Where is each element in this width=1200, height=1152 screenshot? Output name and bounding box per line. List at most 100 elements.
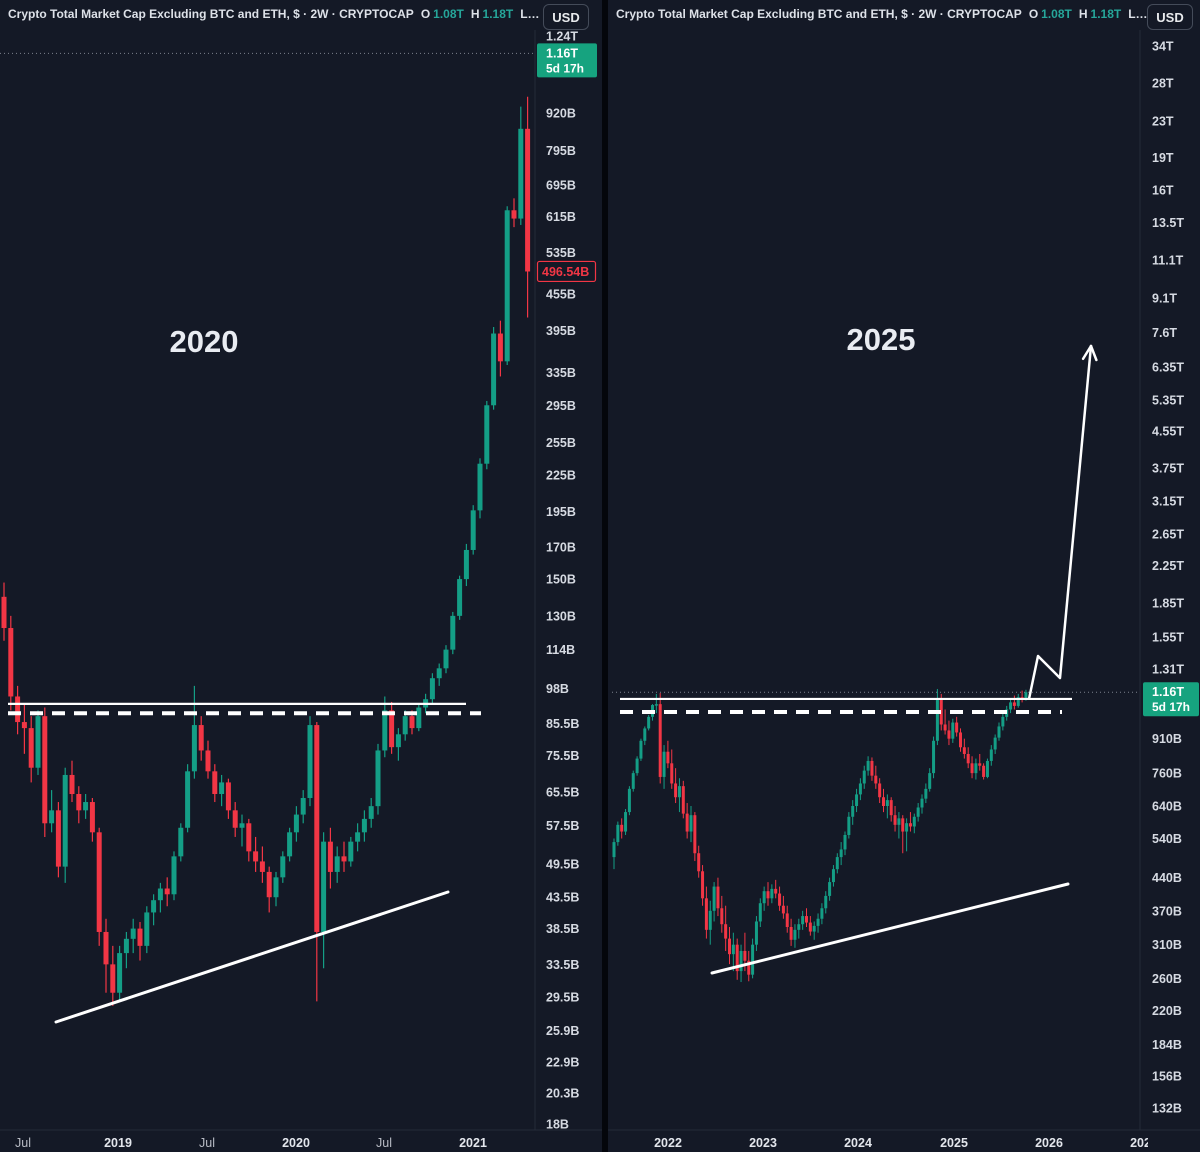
open-label: O <box>1028 7 1039 21</box>
candle-body <box>901 818 905 832</box>
candle-body <box>762 891 766 904</box>
candle-body <box>361 818 367 833</box>
candle-body <box>993 737 997 750</box>
candle-body <box>639 740 643 759</box>
candle-body <box>658 704 662 777</box>
price-tick-label: 98B <box>546 682 569 696</box>
price-tick-label: 4.55T <box>1152 424 1184 438</box>
candle-body <box>654 704 658 706</box>
candle-body <box>280 856 286 878</box>
candle-body <box>368 806 374 819</box>
high-value: 1.18T <box>482 7 514 21</box>
candle-body <box>348 841 354 862</box>
open-value: 1.08T <box>1041 7 1072 21</box>
candle-body <box>701 871 705 899</box>
candle-body <box>83 802 89 811</box>
price-tick-label: 130B <box>546 609 576 623</box>
candle-body <box>225 782 231 811</box>
candle-body <box>287 832 293 857</box>
candle-body <box>943 724 947 731</box>
chart-legend[interactable]: Crypto Total Market Cap Excluding BTC an… <box>616 7 1148 21</box>
candle-body <box>123 938 129 954</box>
candle-body <box>191 725 197 772</box>
candle-body <box>1024 692 1028 699</box>
candle-body <box>770 888 774 899</box>
era-year-label: 2025 <box>847 322 916 357</box>
candle-body <box>889 800 893 816</box>
candle-body <box>416 707 422 729</box>
candle-body <box>436 668 442 679</box>
time-tick-label: 2021 <box>459 1136 487 1150</box>
candle-body <box>704 898 708 930</box>
badge-price: 1.16T <box>546 46 578 60</box>
candle-body <box>21 722 27 729</box>
candle-body <box>620 824 624 832</box>
candlestick-chart-2025[interactable]: 2025 34T 28T 23T 19T 16T 13.5T 11.1T 9.1T 7.6T 6.3… <box>608 0 1200 1152</box>
candle-body <box>110 964 116 993</box>
price-tick-label: 615B <box>546 210 576 224</box>
price-tick-label: 6.35T <box>1152 361 1184 375</box>
candle-body <box>674 783 678 798</box>
price-tick-label: 920B <box>546 106 576 120</box>
candle-body <box>497 333 503 362</box>
time-tick-label: 2025 <box>940 1136 968 1150</box>
price-tick-label: 1.24T <box>546 30 578 44</box>
candle-body <box>409 716 415 729</box>
price-tick-label: 535B <box>546 246 576 260</box>
candle-body <box>878 783 882 798</box>
candle-body <box>924 788 928 799</box>
candle-body <box>720 908 724 925</box>
panel-divider <box>602 0 608 1152</box>
candle-body <box>314 725 320 932</box>
price-tick-label: 38.5B <box>546 922 579 936</box>
projection-arrowhead <box>1081 344 1093 361</box>
candle-body <box>511 210 517 219</box>
price-axis-labels: 1.24T 920B 795B 695B 615B 535B 455B 395B 335B 295… <box>546 30 579 1132</box>
price-tick-label: 16T <box>1152 184 1174 198</box>
candle-body <box>805 916 808 923</box>
candle-body <box>831 869 835 883</box>
currency-toggle-button[interactable]: USD <box>543 4 589 30</box>
candle-body <box>253 851 259 862</box>
time-tick-label: Jul <box>199 1136 215 1150</box>
price-tick-label: 34T <box>1152 40 1174 54</box>
candle-body <box>1012 702 1016 706</box>
projection-arrowhead <box>1089 344 1098 362</box>
candle-body <box>616 824 620 843</box>
candle-body <box>89 802 95 833</box>
candle-body <box>293 814 299 833</box>
price-tick-label: 695B <box>546 179 576 193</box>
chart-legend[interactable]: Crypto Total Market Cap Excluding BTC an… <box>8 7 540 21</box>
candle-body <box>334 856 340 872</box>
candle-body <box>978 763 982 766</box>
candle-body <box>843 834 847 850</box>
candle-body <box>828 882 832 896</box>
price-tick-label: 195B <box>546 505 576 519</box>
price-tick-label: 335B <box>546 366 576 380</box>
candle-body <box>62 774 68 867</box>
candle-body <box>778 893 782 906</box>
candlestick-chart-2020[interactable]: 2020 1.24T 920B 795B 695B 615B 535B 455B 395B 335… <box>0 0 602 1152</box>
price-tick-label: 132B <box>1152 1102 1182 1116</box>
candle-body <box>724 924 728 939</box>
price-tick-label: 455B <box>546 287 576 301</box>
currency-toggle-button[interactable]: USD <box>1147 4 1193 30</box>
chart-panel-2020: 2020 1.24T 920B 795B 695B 615B 535B 455B 395B 335… <box>0 0 602 1152</box>
price-tick-label: 114B <box>546 643 575 657</box>
candle-body <box>647 716 651 729</box>
candle-body <box>808 922 812 932</box>
era-year-label: 2020 <box>170 324 239 359</box>
candle-body <box>144 912 150 946</box>
candle-body <box>758 903 762 922</box>
candle-body <box>429 678 435 700</box>
price-tick-label: 220B <box>1152 1004 1182 1018</box>
candle-body <box>624 812 628 832</box>
candle-body <box>219 782 225 795</box>
candle-body <box>858 783 862 795</box>
candle-body <box>666 751 670 764</box>
candle-body <box>855 794 859 807</box>
time-tick-label: 2026 <box>1035 1136 1063 1150</box>
candle-body <box>797 924 801 930</box>
